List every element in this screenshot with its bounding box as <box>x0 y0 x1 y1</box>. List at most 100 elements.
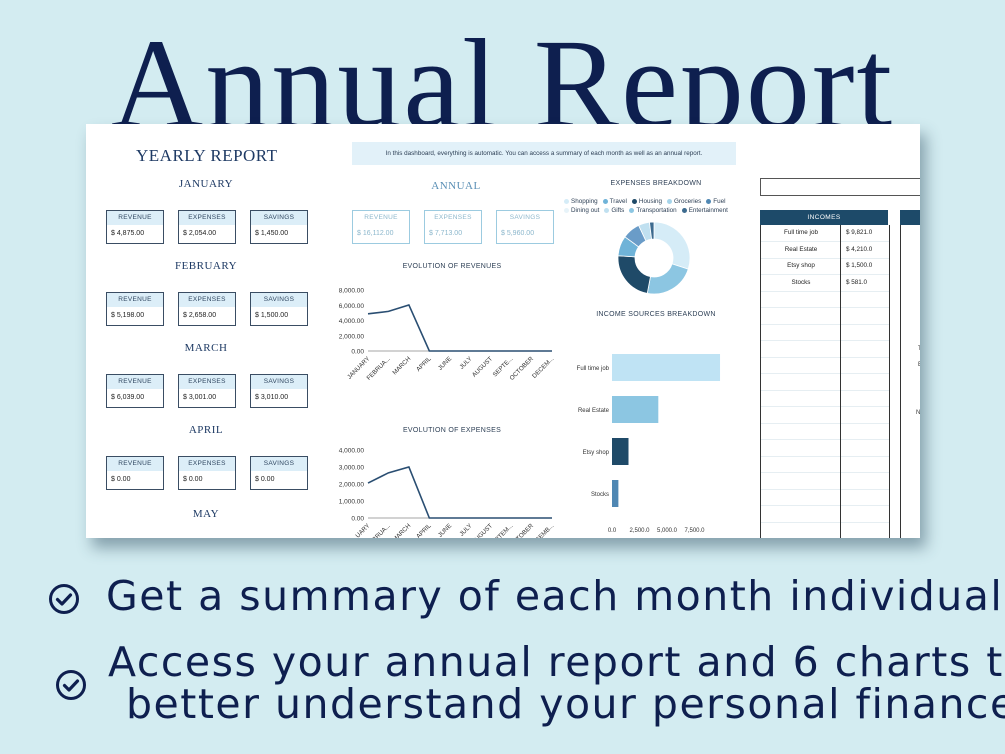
bullet-text-3: better understand your personal finances <box>126 680 1005 728</box>
second-table <box>900 225 920 538</box>
legend-label: Fuel <box>713 198 726 205</box>
legend-swatch <box>667 198 672 204</box>
month-revenue-card: REVENUE $ 4,875.00 <box>106 210 164 244</box>
table-row <box>761 374 889 391</box>
x-tick-label: MARCH <box>391 355 412 376</box>
income-value: $ 4,210.0 <box>846 245 873 253</box>
expenses-chart-title: EVOLUTION OF EXPENSES <box>402 427 502 434</box>
month-savings-card: SAVINGS $ 0.00 <box>250 456 308 490</box>
legend-swatch <box>564 207 569 213</box>
bar <box>612 354 721 381</box>
bar-category-label: Real Estate <box>578 408 610 414</box>
x-tick-label: SEPTEM... <box>488 522 515 538</box>
bar-category-label: Full time job <box>577 366 610 372</box>
table-row: Real Estate $ 4,210.0 <box>761 242 889 259</box>
revenue-label: REVENUE <box>107 293 163 307</box>
x-tick-label: JULY <box>458 355 473 370</box>
month-revenue-card: REVENUE $ 0.00 <box>106 456 164 490</box>
expenses-legend: Shopping Travel Housing Groceries Fuel Dining… <box>564 197 754 215</box>
legend-entry: Gifts <box>604 207 624 214</box>
expenses-value: $ 3,001.00 <box>183 394 217 401</box>
revenue-label: REVENUE <box>107 457 163 471</box>
income-name: Full time job <box>784 229 818 236</box>
yearly-report-title: YEARLY REPORT <box>136 146 278 165</box>
expenses-label: EXPENSES <box>179 211 235 225</box>
month-title: MARCH <box>184 342 228 354</box>
revenue-label: REVENUE <box>107 375 163 389</box>
y-tick-label: 2,000.00 <box>339 482 365 489</box>
y-tick-label: 1,000.00 <box>339 499 365 506</box>
legend-entry: Entertainment <box>681 207 728 214</box>
income-sources-bar-chart: Full time job Real Estate Etsy shop Stocks 0… <box>577 354 721 534</box>
x-tick-label: FEBRUA... <box>366 522 393 538</box>
x-tick-label: AUGUST <box>471 522 494 538</box>
income-name: Etsy shop <box>787 262 815 269</box>
table-row <box>761 456 889 473</box>
y-tick-label: 3,000.00 <box>339 465 365 472</box>
legend-entry: Travel <box>602 198 627 205</box>
table-row <box>761 357 889 374</box>
month-title: APRIL <box>188 424 224 436</box>
month-savings-card: SAVINGS $ 1,500.00 <box>250 292 308 326</box>
table-row <box>761 473 889 490</box>
x-tick-label: DECEM... <box>531 355 556 380</box>
bar <box>612 480 619 507</box>
month-revenue-card: REVENUE $ 5,198.00 <box>106 292 164 326</box>
x-tick-label: 5,000.0 <box>657 528 678 534</box>
expenses-label: EXPENSES <box>179 457 235 471</box>
x-tick-label: 7,500.0 <box>684 528 705 534</box>
income-name: Real Estate <box>784 245 818 253</box>
month-expenses-card: EXPENSES $ 2,658.00 <box>178 292 236 326</box>
savings-label: SAVINGS <box>251 293 307 307</box>
month-expenses-card: EXPENSES $ 3,001.00 <box>178 374 236 408</box>
x-tick-label: ...UARY <box>351 522 372 538</box>
y-tick-label: 4,000.00 <box>339 318 365 325</box>
annual-revenue-label: REVENUE <box>353 211 409 225</box>
revenue-chart-title: EVOLUTION OF REVENUES <box>402 263 502 270</box>
x-tick-label: 0.0 <box>608 528 617 534</box>
expenses-line-chart: 0.00 1,000.00 2,000.00 3,000.00 4,000.00 ...U… <box>339 448 556 539</box>
bar-category-label: Stocks <box>591 492 609 498</box>
month-title: FEBRUARY <box>174 260 238 272</box>
pie-slice <box>646 263 689 295</box>
expenses-value: $ 0.00 <box>183 476 203 483</box>
x-tick-label: APRIL <box>415 522 433 538</box>
search-input[interactable] <box>760 178 920 196</box>
x-tick-label: AUGUST <box>471 355 494 378</box>
table-row <box>761 390 889 407</box>
x-tick-label: 2,500.0 <box>629 528 650 534</box>
legend-swatch <box>602 198 608 204</box>
legend-entry: Groceries <box>667 198 701 205</box>
legend-label: Housing <box>638 198 662 205</box>
x-tick-label: APRIL <box>415 355 433 373</box>
month-savings-card: SAVINGS $ 1,450.00 <box>250 210 308 244</box>
series-line <box>367 303 552 352</box>
annual-savings-card: SAVINGS $ 5,960.00 <box>496 210 554 244</box>
table-fragment-text: N <box>916 410 920 416</box>
legend-swatch <box>631 198 637 204</box>
annual-expenses-card: EXPENSES $ 7,713.00 <box>424 210 482 244</box>
series-line <box>367 466 552 519</box>
legend-entry: Housing <box>631 198 662 205</box>
legend-label: Gifts <box>611 207 625 214</box>
table-row <box>761 308 889 325</box>
legend-swatch <box>564 198 569 204</box>
table-row <box>761 522 889 538</box>
table-fragment-text: E <box>918 362 920 368</box>
table-row <box>761 506 889 523</box>
expenses-label: EXPENSES <box>179 293 235 307</box>
month-expenses-card: EXPENSES $ 2,054.00 <box>178 210 236 244</box>
bar <box>612 438 629 465</box>
annual-revenue-value: $ 16,112.00 <box>357 230 394 237</box>
revenue-value: $ 4,875.00 <box>111 230 145 237</box>
legend-entry: Fuel <box>706 198 726 205</box>
table-row: Stocks $ 581.0 <box>761 275 889 292</box>
revenue-value: $ 0.00 <box>111 476 131 483</box>
legend-label: Entertainment <box>688 207 728 214</box>
month-expenses-card: EXPENSES $ 0.00 <box>178 456 236 490</box>
month-revenue-card: REVENUE $ 6,039.00 <box>106 374 164 408</box>
savings-value: $ 1,500.00 <box>255 312 289 319</box>
month-title-may: MAY <box>192 508 220 520</box>
income-value: $ 1,500.0 <box>846 262 873 269</box>
legend-label: Groceries <box>674 198 702 205</box>
